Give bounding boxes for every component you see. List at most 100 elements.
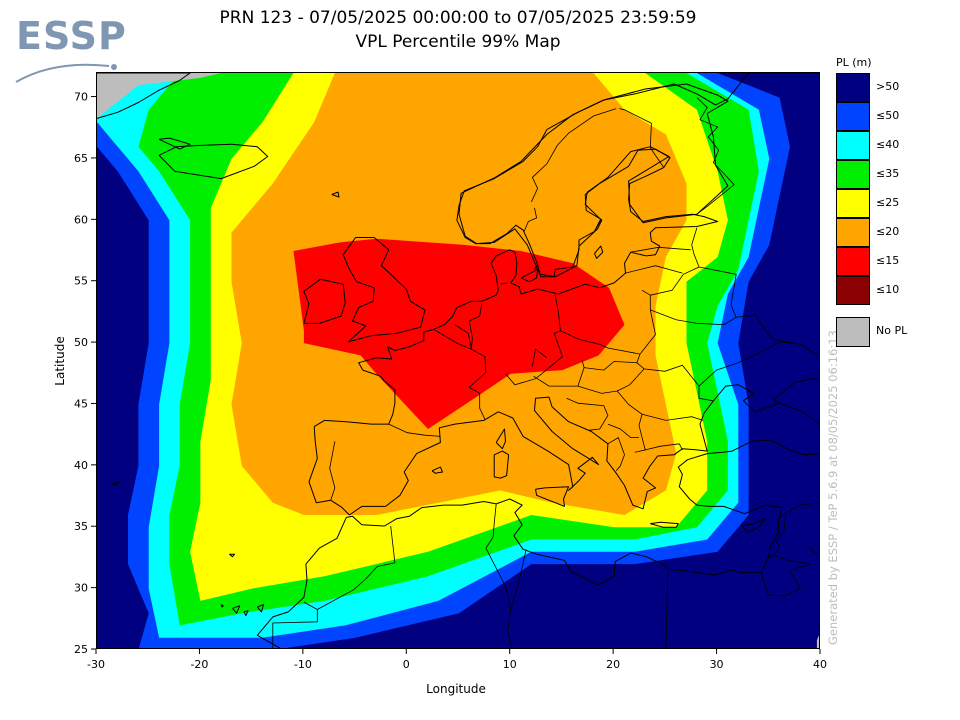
legend-swatch bbox=[836, 247, 870, 276]
border-35 bbox=[665, 568, 669, 648]
x-tick-label: 10 bbox=[503, 658, 517, 671]
legend-swatch bbox=[836, 131, 870, 160]
y-tick-label: 50 bbox=[74, 336, 88, 349]
border-5 bbox=[505, 295, 563, 386]
x-tick-label: 20 bbox=[606, 658, 620, 671]
border-44 bbox=[272, 601, 318, 648]
legend-label: ≤25 bbox=[876, 196, 900, 209]
border-8 bbox=[500, 282, 508, 285]
border-4 bbox=[454, 324, 472, 350]
y-tick-label: 40 bbox=[74, 459, 88, 472]
y-tick-label: 65 bbox=[74, 152, 88, 165]
coastline-18 bbox=[256, 604, 264, 613]
coastline-17 bbox=[243, 610, 249, 617]
generated-by-watermark: Generated by ESSP / TeP 5.6.9 at 08/05/2… bbox=[826, 330, 840, 645]
x-tick-label: -20 bbox=[190, 658, 208, 671]
border-16 bbox=[566, 397, 609, 431]
border-29 bbox=[531, 108, 617, 203]
legend-swatch bbox=[836, 160, 870, 189]
legend-swatch bbox=[836, 189, 870, 218]
coastline-16 bbox=[232, 605, 241, 614]
border-6 bbox=[532, 348, 548, 367]
border-10 bbox=[584, 361, 637, 371]
chart-subtitle: VPL Percentile 99% Map bbox=[355, 32, 561, 52]
legend-swatch bbox=[836, 276, 870, 305]
legend-swatch bbox=[836, 73, 870, 102]
border-25 bbox=[698, 397, 714, 402]
legend-label: ≤10 bbox=[876, 283, 900, 296]
coastline-19 bbox=[229, 553, 236, 558]
coastline-7 bbox=[495, 428, 506, 450]
y-tick-label: 30 bbox=[74, 582, 88, 595]
borders-layer bbox=[272, 97, 819, 648]
border-0 bbox=[329, 441, 336, 501]
border-28 bbox=[619, 108, 665, 168]
x-tick-label: -30 bbox=[87, 658, 105, 671]
y-tick-label: 45 bbox=[74, 397, 88, 410]
coastline-9 bbox=[650, 521, 679, 528]
border-39 bbox=[768, 540, 781, 559]
x-tick-label: 30 bbox=[710, 658, 724, 671]
legend-title: PL (m) bbox=[836, 56, 872, 69]
x-tick-label: 40 bbox=[813, 658, 827, 671]
coastline-12 bbox=[594, 245, 604, 259]
border-32 bbox=[317, 525, 396, 610]
coastline-15 bbox=[220, 604, 224, 608]
border-17 bbox=[645, 443, 683, 451]
coastline-11 bbox=[431, 466, 443, 474]
border-1 bbox=[388, 423, 441, 437]
legend-label-no-pl: No PL bbox=[876, 324, 908, 337]
legend-swatch bbox=[836, 102, 870, 131]
legend-label: ≤40 bbox=[876, 138, 900, 151]
border-27 bbox=[534, 264, 538, 270]
essp-logo: ESSP bbox=[14, 12, 134, 83]
border-33 bbox=[485, 503, 513, 648]
y-axis: 25 30 35 40 45 50 55 60 65 70 bbox=[74, 91, 96, 656]
legend-label: ≤15 bbox=[876, 254, 900, 267]
legend-swatch bbox=[836, 218, 870, 247]
border-2 bbox=[433, 329, 487, 420]
border-13 bbox=[616, 390, 646, 453]
legend-label: >50 bbox=[876, 80, 900, 93]
legend-item: ≤50 bbox=[836, 102, 946, 131]
logo-text: ESSP bbox=[16, 14, 127, 58]
map-area bbox=[96, 72, 820, 649]
border-36 bbox=[760, 572, 769, 595]
x-tick-label: -10 bbox=[294, 658, 312, 671]
coastline-5 bbox=[256, 439, 819, 648]
coastlines-layer bbox=[97, 73, 819, 648]
coastline-10 bbox=[741, 518, 766, 533]
coastline-20 bbox=[111, 481, 121, 486]
border-15 bbox=[607, 437, 625, 472]
coastline-0 bbox=[158, 143, 269, 180]
map-canvas bbox=[97, 73, 819, 648]
y-tick-label: 70 bbox=[74, 91, 88, 104]
legend-item: ≤25 bbox=[836, 189, 946, 218]
chart-title: PRN 123 - 07/05/2025 00:00:00 to 07/05/2… bbox=[219, 8, 697, 28]
x-axis-title: Longitude bbox=[426, 682, 486, 696]
coastline-21 bbox=[158, 137, 191, 150]
legend-item: ≤35 bbox=[836, 160, 946, 189]
border-40 bbox=[768, 555, 811, 597]
border-23 bbox=[698, 266, 737, 318]
legend-label: ≤20 bbox=[876, 225, 900, 238]
y-axis-title: Latitude bbox=[53, 336, 67, 385]
border-21 bbox=[625, 265, 683, 274]
coastline-4 bbox=[308, 73, 819, 516]
y-tick-label: 25 bbox=[74, 643, 88, 656]
legend-item: ≤15 bbox=[836, 247, 946, 276]
border-31 bbox=[523, 207, 538, 232]
coastline-13 bbox=[520, 268, 539, 283]
legend-swatch-no-pl bbox=[836, 317, 870, 347]
y-tick-label: 60 bbox=[74, 213, 88, 226]
border-18 bbox=[607, 423, 639, 439]
border-30 bbox=[696, 97, 735, 215]
legend-label: ≤35 bbox=[876, 167, 900, 180]
y-tick-label: 55 bbox=[74, 275, 88, 288]
pl-region-6 bbox=[293, 238, 625, 429]
coastline-6 bbox=[493, 450, 510, 479]
border-43 bbox=[779, 402, 819, 424]
legend-label: ≤50 bbox=[876, 109, 900, 122]
coastline-22 bbox=[97, 73, 191, 119]
border-22 bbox=[630, 246, 691, 253]
